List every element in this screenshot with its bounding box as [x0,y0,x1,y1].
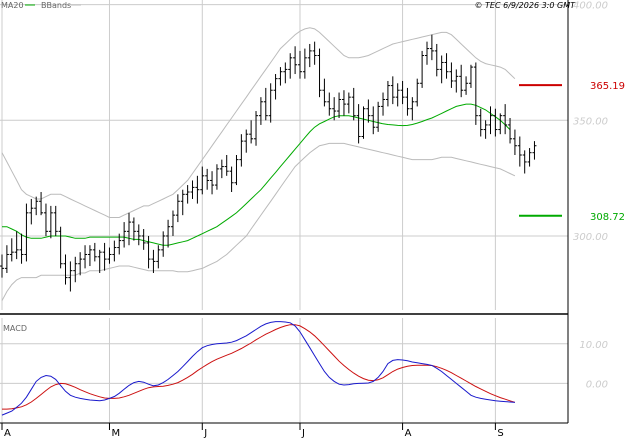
axis-layer: 300.00 350.00 400.00 A M J J A S 0.00 10.00 [1,1,608,439]
macd-line [1,321,515,416]
price-tick-label: 400.00 [573,1,608,12]
ohlc-bars-layer [0,34,537,292]
time-tick-label: S [497,428,503,439]
levels-layer: 365.19 308.72 [519,81,625,223]
macd-tick-label: 0.00 [586,379,608,390]
support-level-label: 308.72 [590,212,625,223]
time-tick-label: A [405,428,412,439]
timestamp: © TEC 6/9/2026 3:0 GMT [475,1,577,10]
ma20-legend-label: MA20 [1,1,24,10]
time-tick-label: M [111,428,120,439]
ma20-layer [2,103,511,246]
time-tick-label: J [203,428,207,439]
time-tick-label: A [4,428,11,439]
resistance-level-label: 365.19 [590,81,625,92]
axis-panel [568,0,627,440]
macd-title: MACD [3,324,27,333]
macd-layer [1,321,516,416]
time-tick-label: J [301,428,305,439]
macd-signal-line [2,324,516,410]
grid-layer [0,0,568,423]
bbands-upper-line [1,27,516,218]
bbands-legend-label: BBands [41,1,71,10]
bbands-layer [1,27,516,301]
macd-tick-label: 10.00 [579,340,608,351]
bbands-lower-line [1,142,516,301]
price-tick-label: 300.00 [573,232,608,243]
ma20-line [2,103,511,246]
price-tick-label: 350.00 [573,116,608,127]
